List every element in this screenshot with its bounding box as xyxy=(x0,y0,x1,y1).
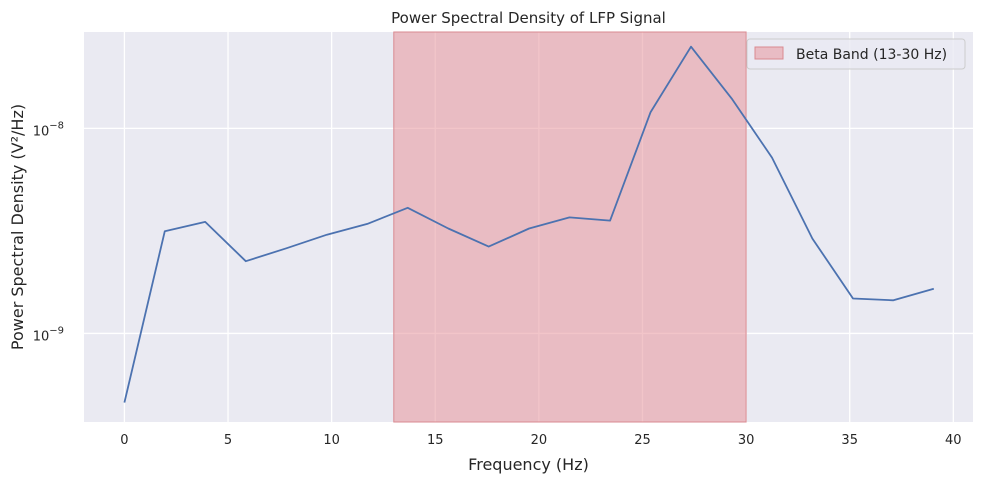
x-tick-label: 15 xyxy=(427,433,444,448)
beta-band-region xyxy=(393,31,747,423)
x-tick-label: 35 xyxy=(841,433,858,448)
x-tick-label: 0 xyxy=(120,433,128,448)
x-tick-label: 40 xyxy=(945,433,962,448)
y-tick-label: 10−9 xyxy=(33,325,64,344)
x-tick-label: 5 xyxy=(224,433,232,448)
y-tick-label: 10−8 xyxy=(33,120,64,139)
legend-box xyxy=(746,38,966,70)
legend-label: Beta Band (13-30 Hz) xyxy=(796,47,947,63)
chart-title: Power Spectral Density of LFP Signal xyxy=(391,9,666,27)
x-tick-label: 10 xyxy=(323,433,340,448)
x-tick-label: 30 xyxy=(738,433,755,448)
x-axis-label: Frequency (Hz) xyxy=(468,455,589,474)
x-tick-label: 20 xyxy=(531,433,548,448)
x-tick-label: 25 xyxy=(634,433,651,448)
x-tick-labels: 0 5 10 15 20 25 30 35 40 xyxy=(120,433,961,448)
psd-series-line xyxy=(123,45,935,403)
y-tick-labels: 10−9 10−8 xyxy=(33,120,64,344)
legend: Beta Band (13-30 Hz) xyxy=(746,38,966,70)
legend-swatch xyxy=(754,46,784,60)
y-axis-label: Power Spectral Density (V²/Hz) xyxy=(8,104,27,350)
